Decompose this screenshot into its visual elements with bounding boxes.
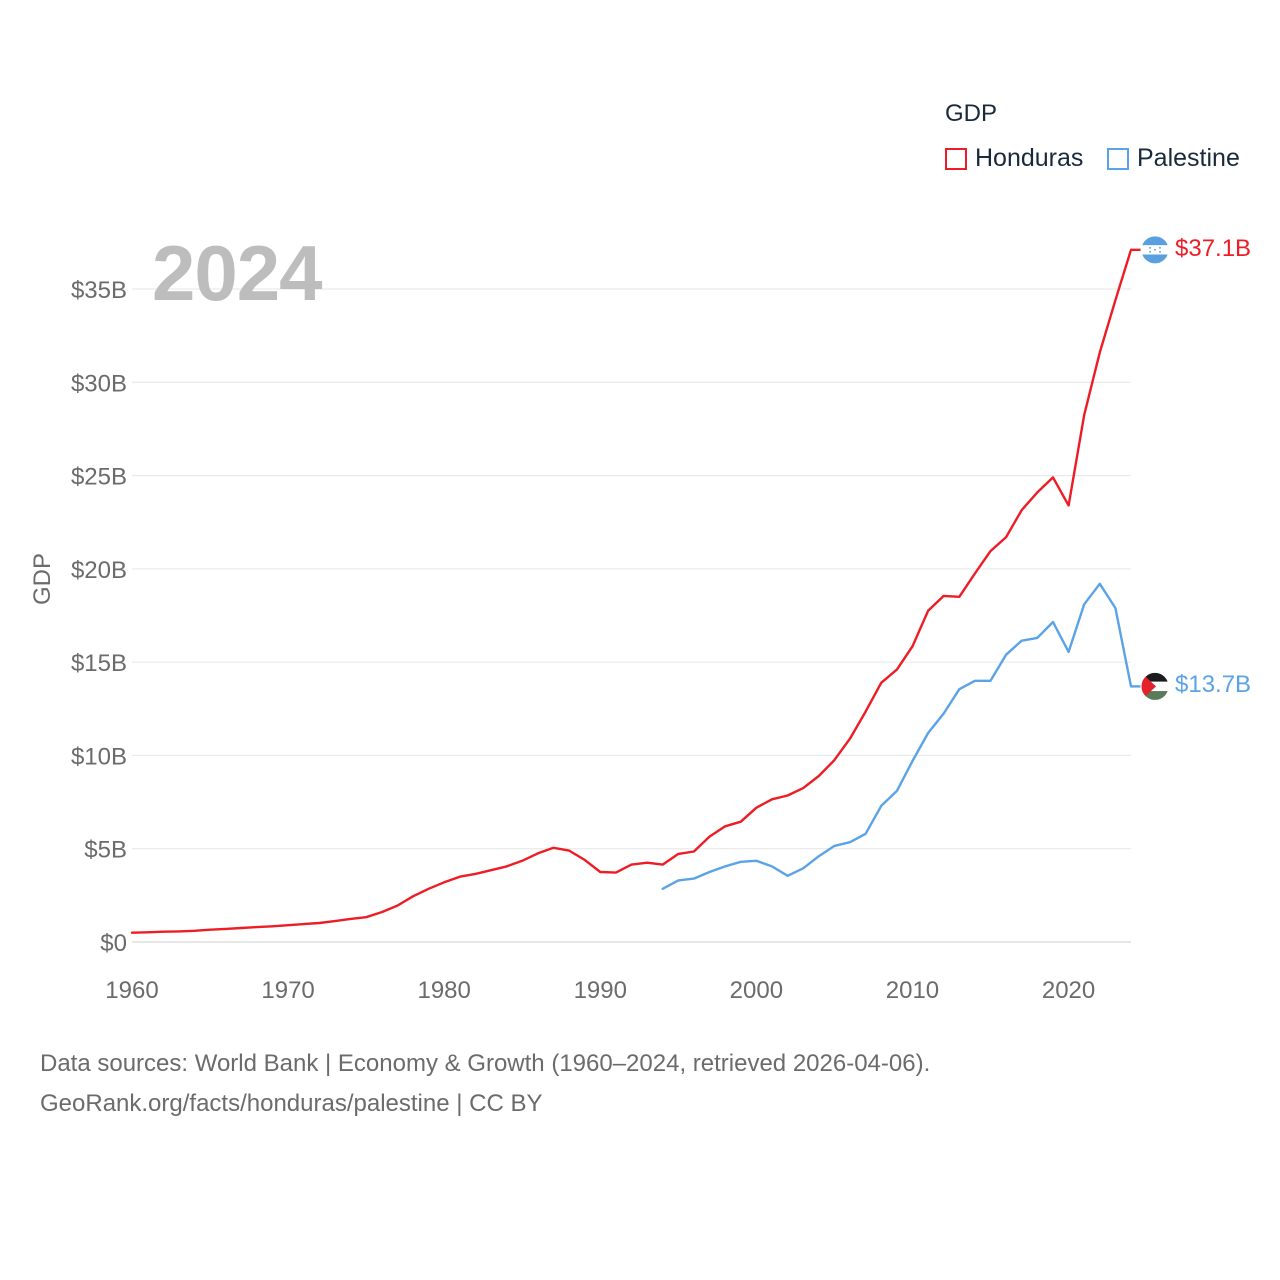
legend-title: GDP — [945, 100, 998, 127]
y-tick-label: $25B — [71, 464, 127, 491]
y-tick-label: $30B — [71, 370, 127, 397]
legend-swatch-palestine — [1107, 147, 1129, 170]
x-tick-label: 2000 — [730, 977, 783, 1004]
y-axis-title: GDP — [29, 553, 56, 605]
series-line-palestine — [661, 582, 1133, 890]
palestine-flag-icon — [1140, 671, 1170, 701]
legend-label-honduras: Honduras — [975, 144, 1084, 172]
end-value-label-palestine: $13.7B — [1175, 671, 1252, 699]
current-year-label: 2024 — [152, 229, 323, 317]
y-tick-label: $15B — [71, 650, 127, 677]
y-tick-label: $0 — [100, 930, 127, 957]
source-url-text: GeoRank.org/facts/honduras/palestine | C… — [40, 1090, 543, 1117]
legend-item-honduras[interactable]: Honduras — [945, 144, 1083, 173]
legend-label-palestine: Palestine — [1137, 144, 1240, 172]
y-tick-label: $35B — [71, 277, 127, 304]
x-axis-ticks: 1960 1970 1980 1990 2000 2010 2020 — [105, 977, 1095, 1004]
footer: Data sources: World Bank | Economy & Gro… — [40, 1044, 930, 1124]
y-tick-label: $5B — [84, 837, 127, 864]
end-value-label-honduras: $37.1B — [1175, 234, 1252, 262]
y-axis-ticks: $0 $5B $10B $15B $20B $25B $30B $35B — [71, 277, 127, 957]
honduras-flag-icon — [1140, 235, 1170, 265]
x-tick-label: 1980 — [417, 977, 470, 1004]
grid-lines — [132, 288, 1131, 943]
legend-swatch-honduras — [945, 147, 967, 170]
x-tick-label: 1960 — [105, 977, 158, 1004]
end-markers — [1131, 235, 1170, 701]
x-tick-label: 1970 — [261, 977, 314, 1004]
data-source-text: Data sources: World Bank | Economy & Gro… — [40, 1050, 931, 1077]
x-tick-label: 2020 — [1042, 977, 1095, 1004]
y-tick-label: $10B — [71, 743, 127, 770]
x-tick-label: 1990 — [574, 977, 627, 1004]
legend-item-palestine[interactable]: Palestine — [1107, 144, 1240, 173]
x-tick-label: 2010 — [886, 977, 939, 1004]
series-lines — [130, 248, 1133, 934]
series-line-honduras — [130, 248, 1133, 934]
y-tick-label: $20B — [71, 557, 127, 584]
